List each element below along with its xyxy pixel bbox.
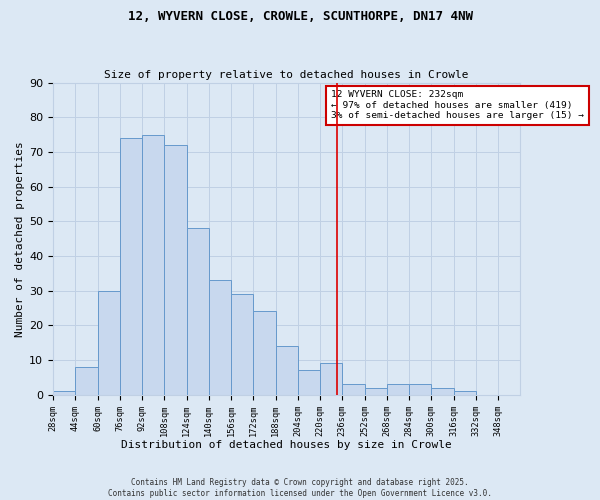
Bar bbox=[409, 384, 431, 394]
Y-axis label: Number of detached properties: Number of detached properties bbox=[15, 141, 25, 336]
Bar bbox=[231, 294, 253, 394]
Bar bbox=[142, 134, 164, 394]
Text: 12, WYVERN CLOSE, CROWLE, SCUNTHORPE, DN17 4NW: 12, WYVERN CLOSE, CROWLE, SCUNTHORPE, DN… bbox=[128, 10, 473, 23]
Bar bbox=[343, 384, 365, 394]
Text: Contains HM Land Registry data © Crown copyright and database right 2025.
Contai: Contains HM Land Registry data © Crown c… bbox=[108, 478, 492, 498]
Bar bbox=[120, 138, 142, 394]
Title: Size of property relative to detached houses in Crowle: Size of property relative to detached ho… bbox=[104, 70, 469, 81]
Bar bbox=[253, 312, 275, 394]
Bar bbox=[53, 391, 75, 394]
Bar bbox=[320, 364, 343, 394]
Bar bbox=[387, 384, 409, 394]
Bar bbox=[75, 367, 98, 394]
Bar bbox=[275, 346, 298, 395]
Bar bbox=[365, 388, 387, 394]
Text: 12 WYVERN CLOSE: 232sqm
← 97% of detached houses are smaller (419)
3% of semi-de: 12 WYVERN CLOSE: 232sqm ← 97% of detache… bbox=[331, 90, 584, 120]
Bar bbox=[454, 391, 476, 394]
Bar bbox=[187, 228, 209, 394]
Bar bbox=[164, 145, 187, 394]
X-axis label: Distribution of detached houses by size in Crowle: Distribution of detached houses by size … bbox=[121, 440, 452, 450]
Bar bbox=[209, 280, 231, 394]
Bar bbox=[98, 290, 120, 395]
Bar bbox=[298, 370, 320, 394]
Bar bbox=[431, 388, 454, 394]
